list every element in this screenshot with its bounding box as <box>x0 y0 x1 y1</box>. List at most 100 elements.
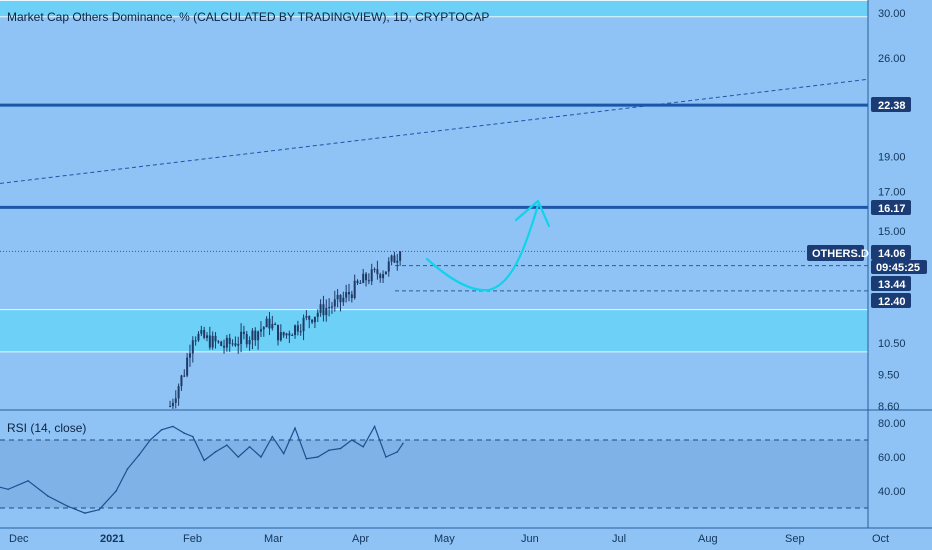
candle-body <box>294 325 297 336</box>
candle-body <box>171 402 174 407</box>
rsi-band <box>0 440 868 508</box>
candle-body <box>208 335 211 348</box>
rsi-pane[interactable] <box>0 409 932 514</box>
candle-body <box>308 316 311 320</box>
main-pane <box>0 0 869 409</box>
rsi-point <box>138 454 140 457</box>
candle-body <box>220 341 223 346</box>
candle-body <box>288 333 291 336</box>
candle-body <box>359 282 362 284</box>
candle-body <box>370 269 373 282</box>
rsi-point <box>362 446 365 448</box>
candle-body <box>325 307 328 316</box>
candle-body <box>285 333 288 336</box>
rsi-point <box>260 456 262 458</box>
rsi-point <box>84 512 86 514</box>
rsi-title: RSI (14, close) <box>7 421 86 435</box>
candle-body <box>174 398 177 403</box>
candle-body <box>336 294 339 300</box>
candle-body <box>384 271 387 275</box>
candle-body <box>365 273 368 281</box>
candle-body <box>191 340 194 354</box>
candle-body <box>240 331 243 344</box>
candle-body <box>203 329 206 338</box>
y-tick-label: 19.00 <box>878 152 906 164</box>
candle-body <box>348 292 350 295</box>
candle-body <box>197 333 200 341</box>
candle-body <box>177 386 180 399</box>
rsi-point <box>282 452 285 455</box>
x-tick-label: Jun <box>521 533 539 545</box>
rsi-point <box>385 456 387 458</box>
rsi-point <box>396 451 399 453</box>
candle-body <box>311 319 314 323</box>
countdown-label: 09:45:25 <box>876 262 920 274</box>
candle-body <box>322 304 325 316</box>
candle-body <box>350 294 353 299</box>
price-label: 16.17 <box>878 203 906 215</box>
rsi-point <box>373 425 376 428</box>
y-tick-label: 26.00 <box>878 53 906 65</box>
rsi-line <box>0 424 404 514</box>
rsi-tick-label: 40.00 <box>878 486 906 498</box>
rsi-point <box>305 457 308 460</box>
rsi-point <box>27 480 29 482</box>
candle-body <box>393 255 396 263</box>
price-label: 13.44 <box>878 279 906 291</box>
candle-body <box>169 406 172 407</box>
candle-body <box>299 331 302 333</box>
candle-body <box>217 341 220 343</box>
rsi-point <box>214 451 217 453</box>
candle-body <box>390 255 393 262</box>
candle-body <box>367 280 370 282</box>
candle-body <box>262 327 265 330</box>
candle-body <box>339 294 342 303</box>
candle-body <box>188 353 191 358</box>
x-tick-label: May <box>434 533 455 545</box>
candle-body <box>206 335 208 338</box>
trend-line <box>0 78 869 184</box>
rsi-point <box>316 456 319 458</box>
x-tick-label: Mar <box>264 533 283 545</box>
rsi-point <box>47 495 49 497</box>
candle-body <box>254 330 257 341</box>
symbol-label-bg <box>807 245 864 261</box>
candle-body <box>387 261 390 272</box>
candle-body <box>319 304 322 313</box>
rsi-point <box>7 488 9 491</box>
symbol-label: OTHERS.D <box>812 248 869 260</box>
rsi-tick-label: 60.00 <box>878 452 906 464</box>
candle-body <box>302 317 305 332</box>
candle-body <box>376 269 379 275</box>
candle-body <box>356 280 359 284</box>
candle-body <box>291 335 294 337</box>
x-tick-label: Feb <box>183 533 202 545</box>
candle-body <box>211 335 214 348</box>
rsi-point <box>149 439 151 441</box>
zone-band <box>0 309 868 353</box>
candle-body <box>330 306 333 308</box>
candle-body <box>274 323 277 325</box>
rsi-point <box>115 490 117 492</box>
candle-body <box>396 260 399 263</box>
rsi-point <box>271 435 274 438</box>
candle-body <box>183 375 186 377</box>
candle-body <box>342 297 345 303</box>
candle-body <box>225 337 228 348</box>
candle-body <box>228 337 231 344</box>
x-tick-label: Aug <box>698 533 718 545</box>
candle-body <box>271 323 274 329</box>
projection-arrowhead <box>514 199 551 228</box>
rsi-point <box>98 508 100 511</box>
y-tick-label: 15.00 <box>878 226 906 238</box>
candle-body <box>362 273 365 283</box>
candle-body <box>373 269 376 271</box>
candle-body <box>379 274 382 279</box>
candle-body <box>345 292 348 298</box>
x-tick-label: Oct <box>872 533 889 545</box>
candle-body <box>237 343 240 346</box>
price-label-bg <box>871 276 911 291</box>
